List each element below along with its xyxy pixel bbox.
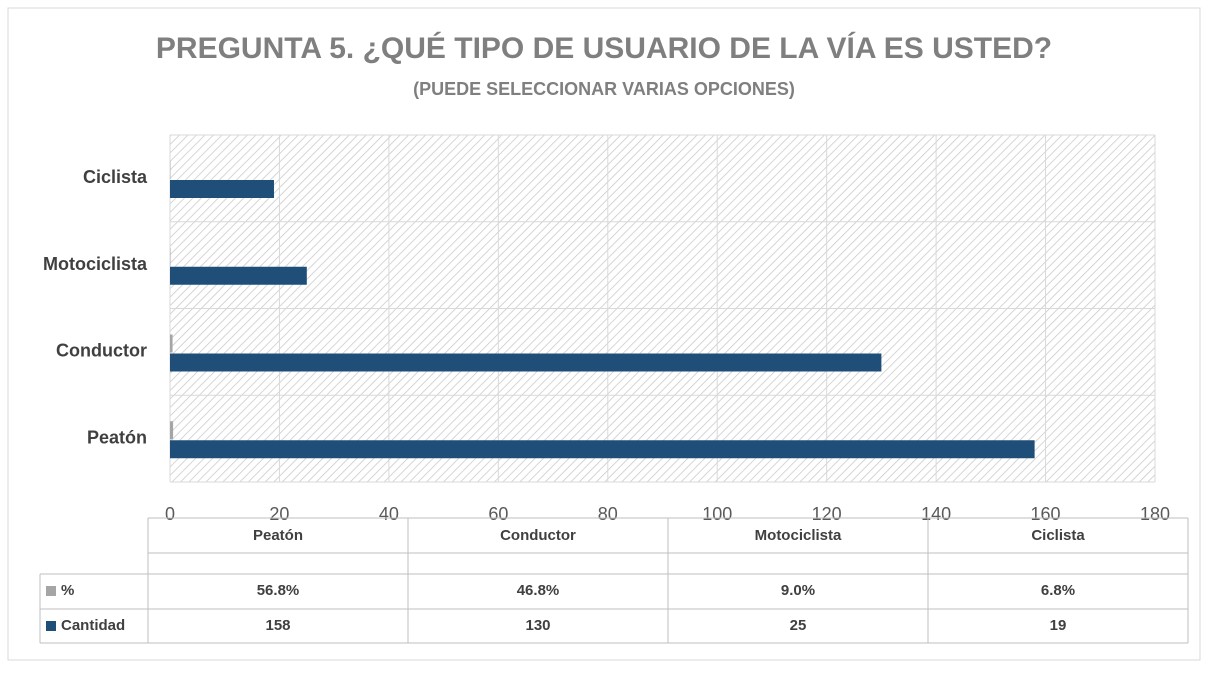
table-header: Motociclista bbox=[755, 527, 842, 544]
table-cell: 6.8% bbox=[1041, 582, 1075, 599]
x-tick-label: 140 bbox=[921, 504, 951, 524]
x-tick-label: 120 bbox=[812, 504, 842, 524]
table-cell: 19 bbox=[1050, 617, 1067, 634]
table-header: Conductor bbox=[500, 527, 576, 544]
chart-title: PREGUNTA 5. ¿QUÉ TIPO DE USUARIO DE LA V… bbox=[156, 31, 1052, 65]
chart-subtitle: (PUEDE SELECCIONAR VARIAS OPCIONES) bbox=[413, 79, 795, 99]
x-tick-label: 40 bbox=[379, 504, 399, 524]
y-tick-label: Conductor bbox=[56, 341, 147, 361]
table-cell: 56.8% bbox=[257, 582, 300, 599]
legend-label: % bbox=[61, 582, 74, 599]
x-tick-label: 20 bbox=[269, 504, 289, 524]
x-tick-label: 0 bbox=[165, 504, 175, 524]
y-tick-label: Motociclista bbox=[43, 254, 148, 274]
bar bbox=[170, 335, 173, 353]
table-cell: 130 bbox=[525, 617, 550, 634]
x-tick-label: 60 bbox=[488, 504, 508, 524]
y-tick-label: Peatón bbox=[87, 427, 147, 447]
bar bbox=[170, 440, 1035, 458]
legend-key bbox=[46, 586, 56, 596]
bar bbox=[170, 267, 307, 285]
x-tick-label: 180 bbox=[1140, 504, 1170, 524]
table-cell: 158 bbox=[265, 617, 290, 634]
x-tick-label: 80 bbox=[598, 504, 618, 524]
table-cell: 9.0% bbox=[781, 582, 815, 599]
table-header: Peatón bbox=[253, 527, 303, 544]
legend-key bbox=[46, 621, 56, 631]
legend-label: Cantidad bbox=[61, 617, 125, 634]
table-cell: 25 bbox=[790, 617, 807, 634]
table-header: Ciclista bbox=[1031, 527, 1085, 544]
bar bbox=[170, 421, 173, 439]
bar bbox=[170, 180, 274, 198]
y-tick-label: Ciclista bbox=[83, 167, 148, 187]
x-tick-label: 160 bbox=[1031, 504, 1061, 524]
bar bbox=[170, 354, 881, 372]
table-cell: 46.8% bbox=[517, 582, 560, 599]
x-tick-label: 100 bbox=[702, 504, 732, 524]
